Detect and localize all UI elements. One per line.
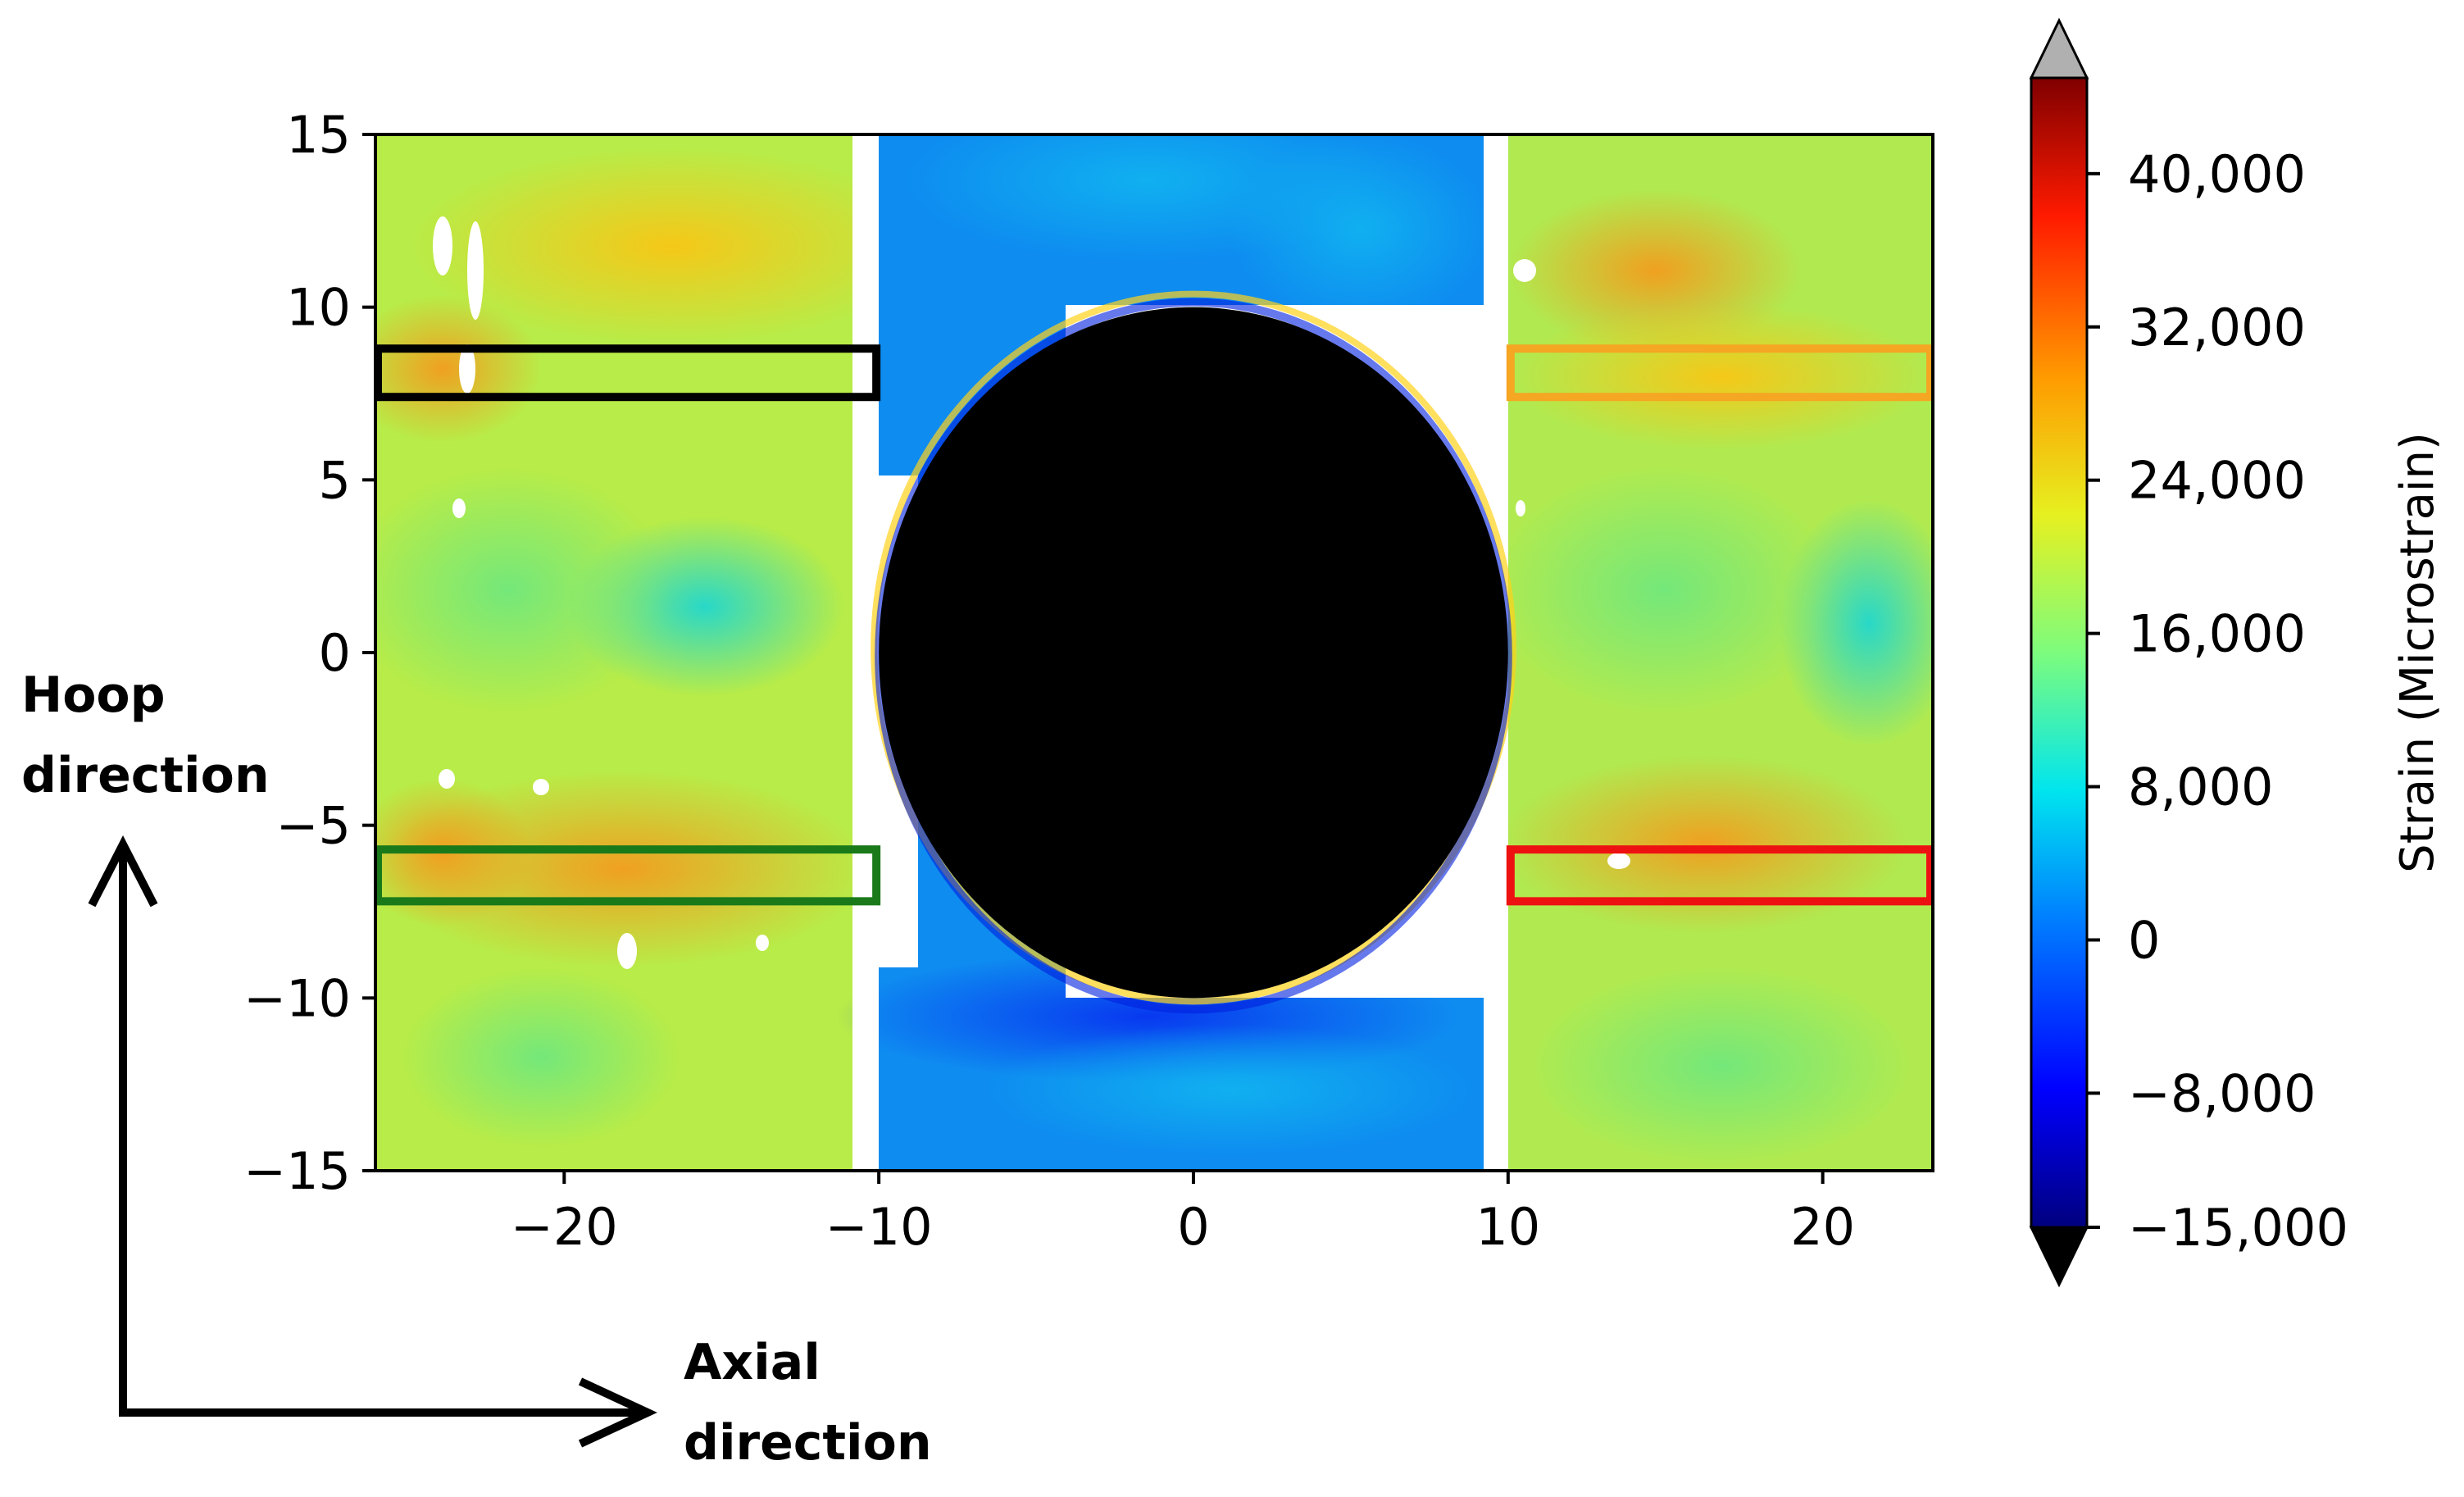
hole-layer — [871, 290, 1516, 1014]
y-tick-label: −5 — [276, 796, 351, 856]
y-tick-label: 5 — [319, 450, 351, 510]
hole-edge-low — [875, 298, 1512, 1014]
colorbar-tick-label: −8,000 — [2128, 1063, 2316, 1123]
gauge-box-2 — [1506, 344, 1935, 402]
hole-edge-glow — [871, 290, 1516, 1005]
colorbar-tick-label: −15,000 — [2128, 1198, 2348, 1258]
direction-annotation: Hoop direction Axial direction — [21, 667, 932, 1472]
colorbar-under-arrow — [2029, 1226, 2089, 1288]
x-tick-label: −10 — [825, 1197, 933, 1257]
colorbar: 40,000 32,000 24,000 16,000 8,000 0 −8,000 −15,… — [2029, 17, 2444, 1288]
hole — [879, 307, 1508, 999]
y-tick-label: −15 — [243, 1141, 351, 1201]
gauge-box-4 — [1506, 845, 1935, 906]
colorbar-label: Strain (Microstrain) — [2391, 432, 2444, 873]
x-axis-ticks: −20 −10 0 10 20 — [511, 1171, 1855, 1257]
hoop-arrow-head — [88, 835, 158, 908]
colorbar-gradient — [2030, 76, 2089, 1229]
y-axis-ticks: 15 10 5 0 −5 −10 −15 — [243, 105, 375, 1201]
colorbar-tick-label: 24,000 — [2128, 451, 2306, 511]
gauge-box-1 — [374, 344, 881, 402]
y-tick-label: 15 — [286, 105, 351, 165]
colorbar-tick-label: 0 — [2128, 911, 2160, 971]
gauge-boxes — [374, 344, 1935, 906]
gauge-box-3 — [374, 845, 881, 906]
x-tick-label: 10 — [1475, 1197, 1540, 1257]
y-tick-label: 0 — [319, 623, 351, 683]
x-tick-label: −20 — [511, 1197, 618, 1257]
hoop-label-line1: Hoop — [21, 667, 166, 724]
x-tick-label: 0 — [1177, 1197, 1209, 1257]
colorbar-tick-label: 32,000 — [2128, 298, 2306, 357]
colorbar-tick-label: 40,000 — [2128, 144, 2306, 204]
axial-label-line1: Axial — [684, 1334, 821, 1391]
y-tick-label: −10 — [243, 968, 351, 1028]
axial-label-line2: direction — [684, 1414, 932, 1472]
colorbar-tick-label: 16,000 — [2128, 604, 2306, 664]
colorbar-tick-label: 8,000 — [2128, 758, 2274, 817]
axial-arrow-head — [578, 1377, 657, 1448]
x-tick-label: 20 — [1790, 1197, 1855, 1257]
colorbar-over-arrow — [2029, 17, 2089, 80]
hoop-label-line2: direction — [21, 747, 270, 804]
y-tick-label: 10 — [286, 278, 351, 338]
